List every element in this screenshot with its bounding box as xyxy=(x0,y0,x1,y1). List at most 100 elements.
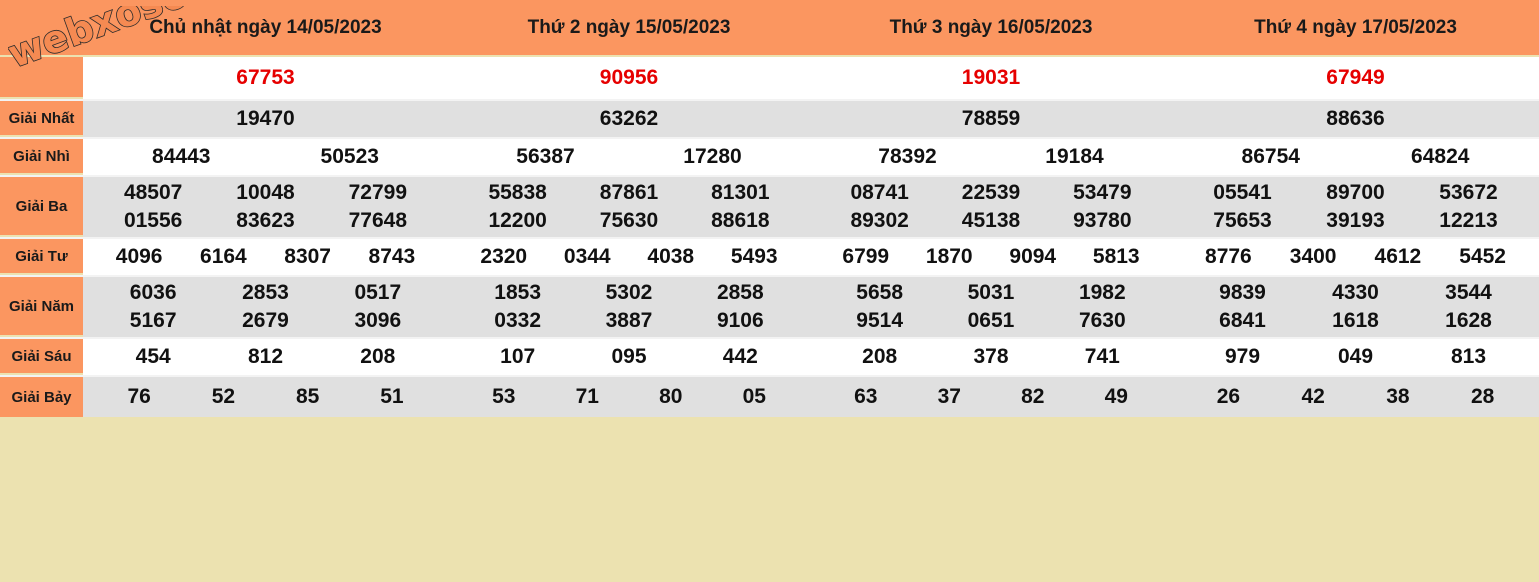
prize-label-second: Giải Nhì xyxy=(0,139,83,175)
prize-label-seventh: Giải Bảy xyxy=(0,377,83,417)
prize-number: 9514 xyxy=(856,309,904,332)
prize-values-first: 19470 xyxy=(83,101,448,137)
prize-number: 22539 xyxy=(961,181,1021,204)
prize-value-line: 0332 3887 9106 xyxy=(462,309,796,333)
prize-label-special xyxy=(0,57,83,99)
prize-value-line: 63 37 82 49 xyxy=(824,385,1158,409)
prize-number: 52 xyxy=(211,385,236,408)
prize-value-line: 2320 0344 4038 5493 xyxy=(462,245,796,269)
prize-values-special: 90956 xyxy=(448,57,810,99)
prize-number: 08741 xyxy=(850,181,909,204)
prize-number: 72799 xyxy=(348,181,408,204)
prize-number: 45138 xyxy=(961,209,1021,232)
prize-value-line: 48507 10048 72799 xyxy=(97,181,434,205)
prize-value-line: 88636 xyxy=(1186,107,1525,131)
prize-number: 67753 xyxy=(236,66,295,89)
prize-number: 8743 xyxy=(368,245,416,268)
day-table-3: Thứ 4 ngày 17/05/2023 67949 88636 86754 6482… xyxy=(1172,0,1539,437)
prize-values-second: 56387 17280 xyxy=(448,139,810,175)
prize-number: 75630 xyxy=(599,209,659,232)
prize-number: 5452 xyxy=(1459,245,1506,268)
prize-number: 1982 xyxy=(1078,281,1126,304)
prize-number: 0344 xyxy=(563,245,611,268)
prize-values-sixth: 107 095 442 xyxy=(448,339,810,375)
prize-value-line: 208 378 741 xyxy=(824,345,1158,369)
prize-number: 53 xyxy=(492,385,516,408)
prize-row-seventh: 26 42 38 28 xyxy=(1172,377,1539,417)
prize-row-fourth: Giải Tư 4096 6164 8307 8743 xyxy=(0,239,448,277)
prize-number: 83623 xyxy=(236,209,295,232)
prize-value-line: 454 812 208 xyxy=(97,345,434,369)
prize-value-line: 4096 6164 8307 8743 xyxy=(97,245,434,269)
prize-number: 4038 xyxy=(647,245,695,268)
prize-number: 17280 xyxy=(683,145,742,168)
prize-value-line: 76 52 85 51 xyxy=(97,385,434,409)
prize-value-line: 78392 19184 xyxy=(824,145,1158,169)
prize-number: 19184 xyxy=(1045,145,1104,168)
prize-number: 90956 xyxy=(599,66,659,89)
prize-row-first: 63262 xyxy=(448,101,810,139)
prize-number: 107 xyxy=(500,345,536,368)
prize-number: 4096 xyxy=(115,245,163,268)
prize-row-first: 88636 xyxy=(1172,101,1539,139)
prize-number: 1853 xyxy=(494,281,542,304)
prize-row-first: Giải Nhất 19470 xyxy=(0,101,448,139)
prize-value-line: 9839 4330 3544 xyxy=(1186,281,1525,305)
prize-label-first: Giải Nhất xyxy=(0,101,83,137)
prize-number: 42 xyxy=(1301,385,1325,408)
prize-row-sixth: 208 378 741 xyxy=(810,339,1172,377)
prize-row-sixth: 979 049 813 xyxy=(1172,339,1539,377)
page-background-filler xyxy=(0,437,1539,582)
prize-number: 93780 xyxy=(1073,209,1132,232)
prize-values-special: 19031 xyxy=(810,57,1172,99)
prize-number: 78392 xyxy=(878,145,937,168)
prize-number: 89700 xyxy=(1326,181,1385,204)
day-table-2: Thứ 3 ngày 16/05/2023 19031 78859 78392 1918… xyxy=(810,0,1172,437)
prize-row-special: 90956 xyxy=(448,57,810,101)
prize-number: 01556 xyxy=(123,209,183,232)
prize-number: 6841 xyxy=(1219,309,1266,332)
prize-value-line: 05541 89700 53672 xyxy=(1186,181,1525,205)
prize-value-line: 8776 3400 4612 5452 xyxy=(1186,245,1525,269)
prize-number: 19470 xyxy=(236,107,295,130)
prize-number: 8307 xyxy=(284,245,331,268)
prize-number: 9106 xyxy=(716,309,764,332)
prize-row-second: 56387 17280 xyxy=(448,139,810,177)
prize-number: 10048 xyxy=(236,181,295,204)
prize-number: 63262 xyxy=(599,107,659,130)
prize-number: 05541 xyxy=(1213,181,1272,204)
prize-number: 87861 xyxy=(599,181,659,204)
prize-number: 6036 xyxy=(129,281,177,304)
prize-number: 37 xyxy=(937,385,961,408)
day-header: Thứ 4 ngày 17/05/2023 xyxy=(1172,0,1539,57)
prize-values-seventh: 53 71 80 05 xyxy=(448,377,810,417)
prize-values-third: 48507 10048 72799 01556 83623 77648 xyxy=(83,177,448,237)
prize-values-fifth: 5658 5031 1982 9514 0651 7630 xyxy=(810,277,1172,337)
prize-number: 48507 xyxy=(123,181,183,204)
prize-values-special: 67753 xyxy=(83,57,448,99)
prize-values-third: 55838 87861 81301 12200 75630 88618 xyxy=(448,177,810,237)
prize-number: 442 xyxy=(722,345,758,368)
prize-number: 208 xyxy=(360,345,396,368)
prize-values-first: 88636 xyxy=(1172,101,1539,137)
prize-row-third: 08741 22539 53479 89302 45138 93780 xyxy=(810,177,1172,239)
prize-values-second: 86754 64824 xyxy=(1172,139,1539,175)
prize-values-sixth: 979 049 813 xyxy=(1172,339,1539,375)
prize-number: 3096 xyxy=(354,309,402,332)
prize-values-fourth: 6799 1870 9094 5813 xyxy=(810,239,1172,275)
prize-number: 7630 xyxy=(1078,309,1126,332)
prize-values-second: 78392 19184 xyxy=(810,139,1172,175)
prize-value-line: 55838 87861 81301 xyxy=(462,181,796,205)
prize-number: 19031 xyxy=(961,66,1021,89)
prize-number: 5302 xyxy=(605,281,653,304)
prize-number: 67949 xyxy=(1326,66,1385,89)
prize-number: 26 xyxy=(1216,385,1241,408)
prize-values-fifth: 9839 4330 3544 6841 1618 1628 xyxy=(1172,277,1539,337)
prize-number: 85 xyxy=(295,385,320,408)
prize-value-line: 89302 45138 93780 xyxy=(824,209,1158,233)
prize-value-line: 1853 5302 2858 xyxy=(462,281,796,305)
prize-number: 50523 xyxy=(320,145,379,168)
prize-number: 71 xyxy=(575,385,599,408)
prize-number: 53479 xyxy=(1073,181,1132,204)
prize-row-fourth: 8776 3400 4612 5452 xyxy=(1172,239,1539,277)
